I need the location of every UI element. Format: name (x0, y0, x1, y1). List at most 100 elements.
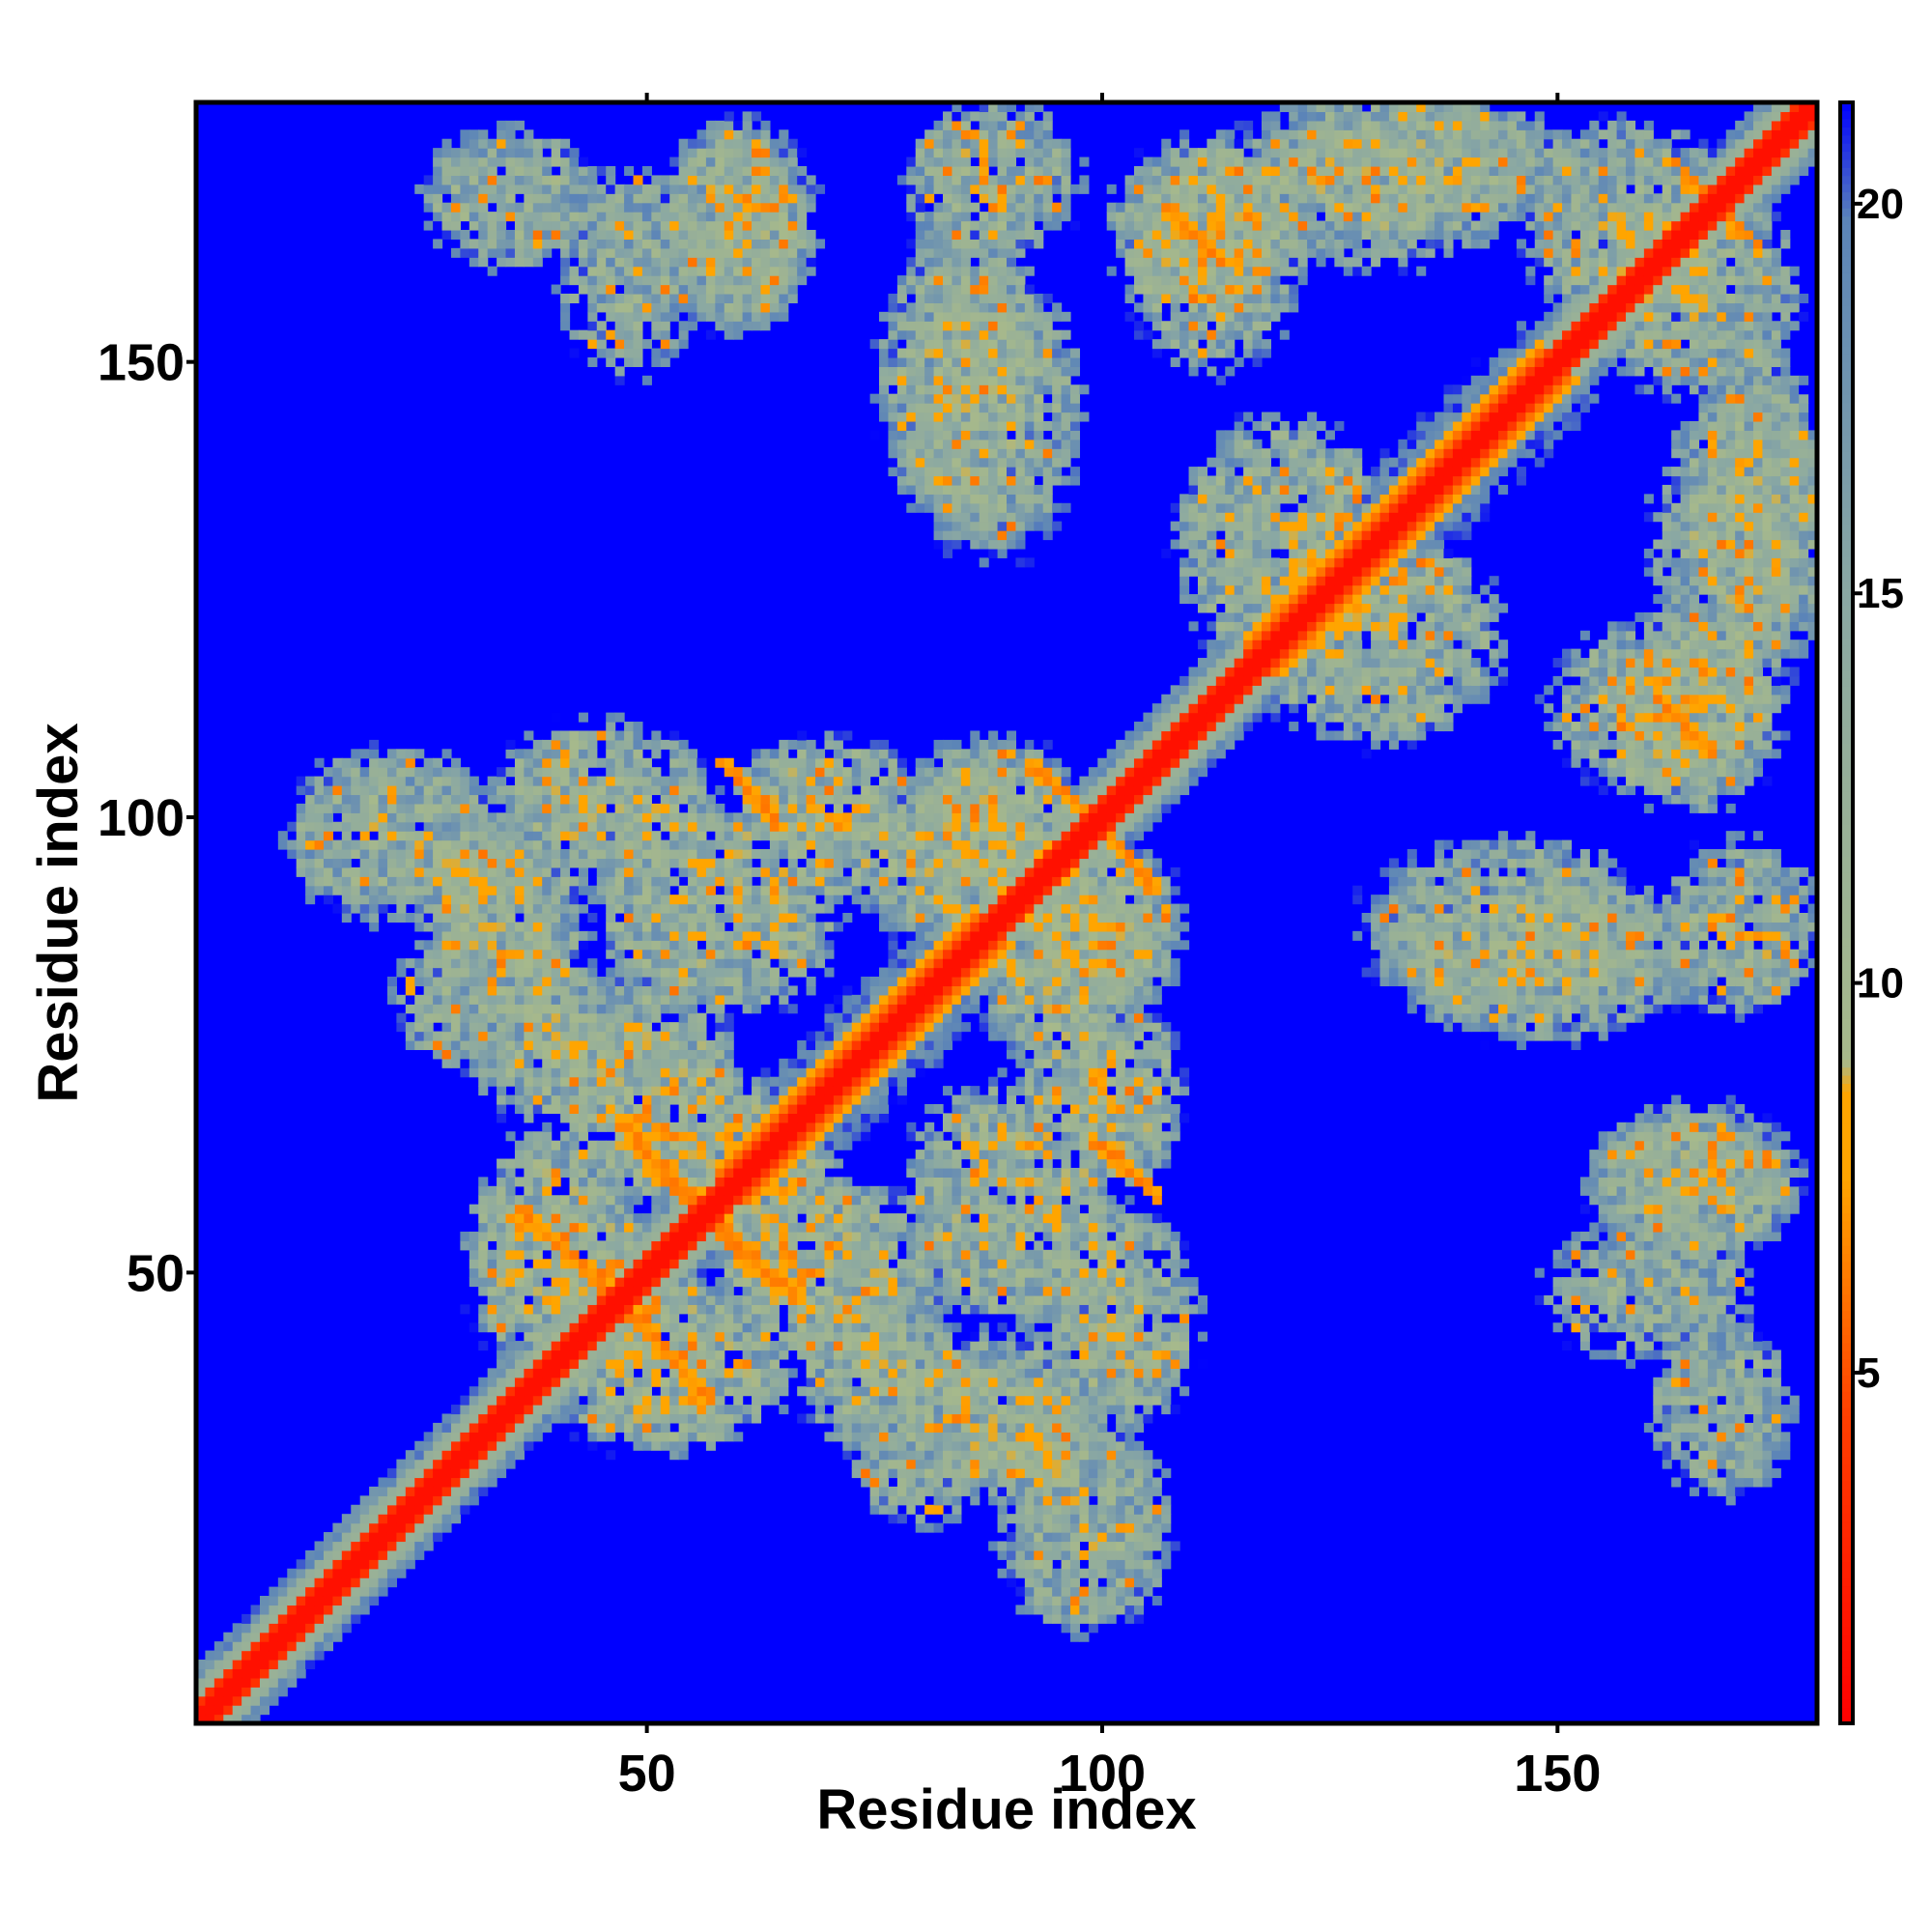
heatmap-cell (888, 1222, 898, 1233)
heatmap-cell (869, 876, 880, 887)
heatmap-cell (660, 1086, 670, 1096)
heatmap-cell (651, 1004, 662, 1014)
heatmap-cell (569, 885, 580, 895)
heatmap-cell (641, 1113, 652, 1123)
heatmap-cell (896, 1012, 907, 1023)
heatmap-cell (651, 1039, 662, 1051)
heatmap-cell (587, 302, 598, 313)
heatmap-cell (733, 1094, 744, 1105)
heatmap-cell (896, 1304, 907, 1315)
heatmap-cell (532, 1413, 543, 1424)
heatmap-cell (787, 1249, 798, 1260)
heatmap-cell (460, 138, 470, 149)
heatmap-cell (614, 1313, 625, 1323)
heatmap-cell (524, 1140, 534, 1151)
heatmap-cell (441, 876, 452, 887)
heatmap-cell (305, 858, 316, 868)
heatmap-cell (532, 940, 543, 951)
heatmap-cell (314, 831, 325, 841)
heatmap-cell (833, 767, 843, 778)
heatmap-cell (560, 1331, 571, 1342)
heatmap-cell (688, 976, 698, 987)
heatmap-cell (497, 985, 507, 996)
heatmap-cell (769, 1231, 780, 1241)
heatmap-cell (478, 1313, 489, 1323)
heatmap-cell (815, 1213, 826, 1224)
heatmap-cell (879, 803, 890, 813)
heatmap-cell (824, 812, 835, 823)
heatmap-cell (641, 165, 652, 177)
heatmap-cell (505, 785, 516, 796)
heatmap-cell (688, 1358, 698, 1369)
heatmap-cell (369, 1495, 380, 1506)
heatmap-cell (578, 903, 588, 914)
heatmap-cell (724, 1094, 734, 1105)
heatmap-cell (469, 1277, 479, 1288)
heatmap-cell (514, 1204, 525, 1214)
heatmap-cell (524, 885, 534, 895)
heatmap-cell (606, 1432, 616, 1442)
heatmap-cell (715, 1131, 725, 1142)
heatmap-cell (906, 839, 917, 850)
heatmap-cell (742, 1222, 753, 1233)
heatmap-cell (806, 1358, 816, 1369)
heatmap-cell (851, 1131, 862, 1142)
heatmap-cell (696, 175, 707, 185)
heatmap-cell (450, 976, 461, 987)
heatmap-cell (779, 749, 789, 759)
heatmap-cell (542, 1012, 553, 1023)
heatmap-cell (824, 1113, 835, 1123)
heatmap-cell (769, 1395, 780, 1406)
heatmap-cell (560, 876, 571, 887)
heatmap-cell (532, 1395, 543, 1406)
heatmap-cell (497, 1331, 507, 1342)
heatmap-cell (669, 922, 680, 932)
heatmap-cell (733, 1185, 744, 1196)
heatmap-cell (752, 1413, 762, 1424)
heatmap-cell (560, 831, 571, 841)
heatmap-cell (578, 885, 588, 895)
heatmap-cell (769, 220, 780, 231)
heatmap-cell (514, 849, 525, 860)
heatmap-cell (906, 1368, 917, 1378)
heatmap-cell (888, 1213, 898, 1224)
heatmap-cell (715, 803, 725, 813)
heatmap-cell (532, 930, 543, 941)
heatmap-cell (378, 767, 388, 778)
heatmap-cell (587, 930, 598, 941)
heatmap-cell (678, 1122, 689, 1132)
heatmap-cell (405, 1532, 415, 1543)
heatmap-cell (542, 1076, 553, 1087)
heatmap-cell (560, 266, 571, 276)
heatmap-cell (587, 1313, 598, 1323)
heatmap-cell (715, 148, 725, 158)
heatmap-cell (296, 776, 306, 786)
heatmap-cell (569, 757, 580, 768)
heatmap-cell (359, 1514, 370, 1524)
heatmap-cell (906, 903, 917, 914)
heatmap-cell (578, 803, 588, 813)
heatmap-cell (752, 202, 762, 213)
heatmap-cell (815, 1331, 826, 1342)
heatmap-cell (797, 767, 808, 778)
heatmap-cell (696, 831, 707, 841)
heatmap-cell (314, 803, 325, 813)
heatmap-cell (450, 913, 461, 923)
heatmap-cell (341, 867, 352, 877)
heatmap-cell (524, 876, 534, 887)
heatmap-cell (487, 776, 497, 786)
heatmap-cell (296, 803, 306, 813)
heatmap-cell (250, 1677, 261, 1688)
heatmap-cell (705, 913, 716, 923)
heatmap-cell (669, 1122, 680, 1132)
heatmap-cell (497, 193, 507, 204)
heatmap-cell (879, 876, 890, 887)
heatmap-cell (332, 839, 343, 850)
heatmap-cell (779, 821, 789, 832)
heatmap-cell (624, 812, 635, 823)
heatmap-cell (806, 1386, 816, 1397)
heatmap-cell (414, 1004, 425, 1014)
heatmap-cell (678, 1386, 689, 1397)
heatmap-cell (760, 1259, 771, 1269)
heatmap-cell (797, 1140, 808, 1151)
